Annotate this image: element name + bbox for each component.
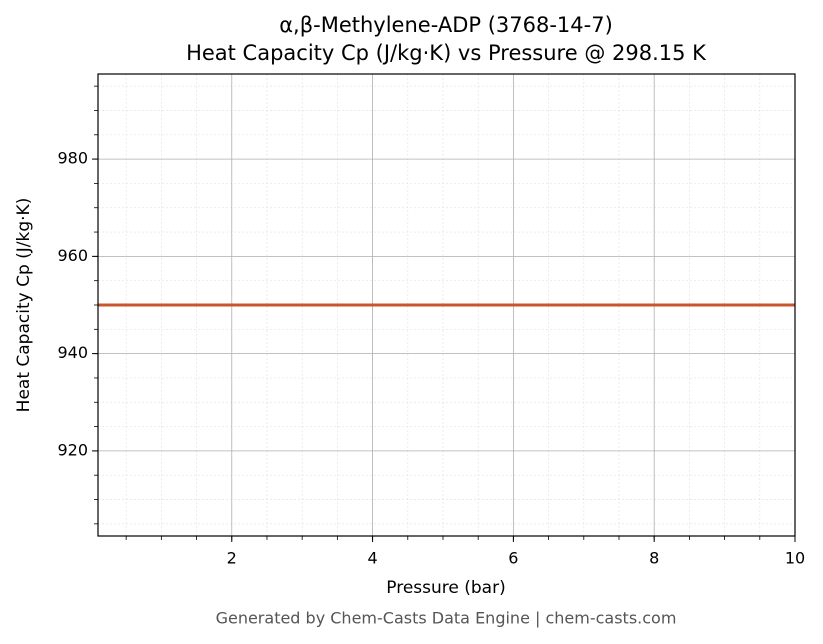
x-axis-label: Pressure (bar) <box>386 578 505 598</box>
y-tick-label: 980 <box>57 149 88 168</box>
chart-subtitle: Heat Capacity Cp (J/kg·K) vs Pressure @ … <box>186 41 707 65</box>
x-tick-label: 2 <box>227 549 237 568</box>
y-axis-label: Heat Capacity Cp (J/kg·K) <box>14 198 34 413</box>
x-tick-label: 6 <box>508 549 518 568</box>
y-tick-label: 940 <box>57 343 88 362</box>
chart-title: α,β-Methylene-ADP (3768-14-7) <box>279 13 613 37</box>
x-tick-label: 8 <box>649 549 659 568</box>
x-tick-label: 4 <box>367 549 377 568</box>
y-tick-label: 960 <box>57 246 88 265</box>
x-tick-label: 10 <box>785 549 805 568</box>
plot-frame <box>97 73 796 537</box>
footer: Generated by Chem-Casts Data Engine | ch… <box>216 609 677 628</box>
y-tick-label: 920 <box>57 440 88 459</box>
